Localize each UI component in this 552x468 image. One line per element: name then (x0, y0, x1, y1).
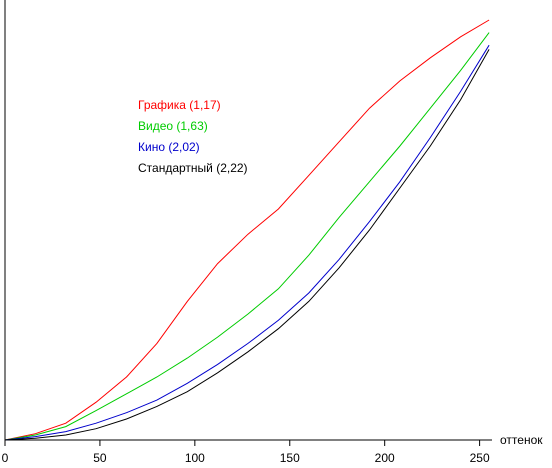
legend-entry-0: Графика (1,17) (138, 98, 221, 112)
x-ticks: 0 50 100 150 200 250 (2, 440, 490, 465)
legend-entry-2: Кино (2,02) (138, 140, 200, 154)
legend-entry-3: Стандартный (2,22) (138, 161, 248, 175)
x-tick-label: 0 (2, 451, 9, 465)
x-axis-label: оттенок (500, 433, 543, 447)
x-tick-label: 250 (470, 451, 490, 465)
series-line-3 (4, 49, 490, 441)
series-line-1 (4, 32, 490, 441)
series-line-2 (4, 44, 490, 441)
axes (4, 0, 492, 441)
legend-entry-1: Видео (1,63) (138, 119, 208, 133)
x-tick-label: 200 (375, 451, 395, 465)
x-tick-label: 50 (93, 451, 107, 465)
series-lines (4, 19, 490, 441)
legend: Графика (1,17) Видео (1,63) Кино (2,02) Ста… (138, 98, 248, 175)
x-tick-label: 100 (185, 451, 205, 465)
x-tick-label: 150 (280, 451, 300, 465)
series-line-0 (4, 19, 490, 441)
